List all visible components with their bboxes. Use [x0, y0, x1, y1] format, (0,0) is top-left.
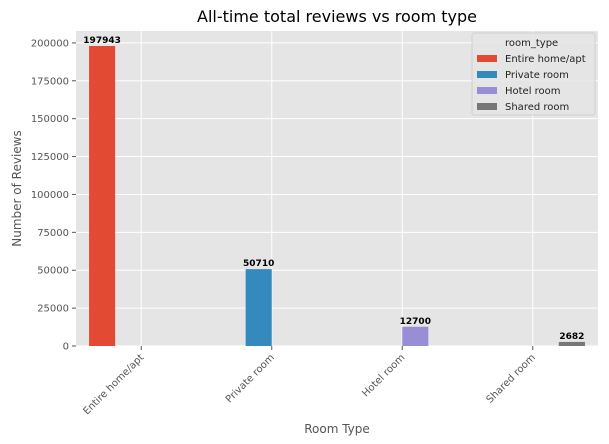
legend-title: room_type [505, 38, 558, 49]
y-tick-label: 150000 [31, 114, 69, 125]
bar-value-label: 12700 [400, 317, 431, 327]
y-axis-label: Number of Reviews [10, 130, 24, 246]
bar [558, 341, 585, 346]
legend-swatch [477, 55, 497, 62]
y-tick-label: 200000 [31, 38, 69, 49]
legend-label: Entire home/apt [505, 54, 586, 65]
bar-value-label: 50710 [243, 259, 274, 269]
x-tick-label: Private room [224, 352, 277, 405]
y-tick-label: 25000 [37, 304, 69, 315]
bars [89, 46, 585, 346]
y-tick-label: 50000 [37, 266, 69, 277]
x-tick-label: Hotel room [360, 352, 407, 399]
y-tick-label: 0 [63, 342, 69, 353]
y-tick-label: 75000 [37, 228, 69, 239]
bar [89, 46, 116, 346]
x-tick-label: Shared room [485, 352, 538, 405]
legend-label: Hotel room [505, 86, 561, 97]
legend-label: Private room [505, 70, 569, 81]
y-axis-ticks: 0 25000 50000 75000 100000 125000 150000 175000… [31, 38, 76, 353]
bar-value-labels: 197943 50710 12700 2682 [83, 36, 584, 342]
legend-swatch [477, 71, 497, 78]
legend-label: Shared room [505, 102, 569, 113]
legend: room_type Entire home/apt Private room Hot… [471, 32, 596, 116]
legend-box [471, 32, 596, 116]
x-axis-ticks: Entire home/apt Private room Hotel room Sha… [82, 346, 538, 417]
bar-value-label: 197943 [83, 36, 121, 46]
y-tick-label: 175000 [31, 76, 69, 87]
chart-title: All-time total reviews vs room type [197, 7, 477, 26]
y-tick-label: 125000 [31, 152, 69, 163]
legend-items: Entire home/apt Private room Hotel room Sha… [477, 54, 586, 113]
bar [402, 326, 429, 346]
x-axis-label: Room Type [304, 422, 370, 436]
legend-swatch [477, 87, 497, 94]
bar-value-label: 2682 [559, 332, 584, 342]
x-tick-label: Entire home/apt [82, 352, 147, 417]
legend-swatch [477, 103, 497, 110]
y-tick-label: 100000 [31, 190, 69, 201]
bar [245, 269, 272, 346]
